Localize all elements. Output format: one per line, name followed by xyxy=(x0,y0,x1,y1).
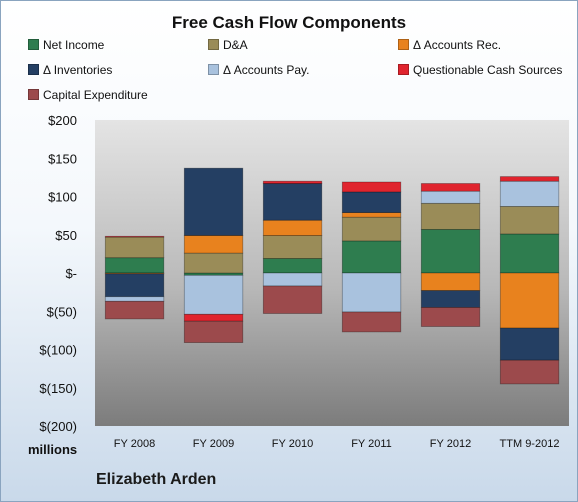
legend-label: Questionable Cash Sources xyxy=(413,63,563,77)
legend-swatch xyxy=(28,89,39,100)
legend-label: Δ Accounts Pay. xyxy=(223,63,310,77)
y-tick-label: $100 xyxy=(48,190,77,205)
bar-segment xyxy=(262,258,323,274)
company-label: Elizabeth Arden xyxy=(96,471,217,488)
legend-item: Questionable Cash Sources xyxy=(398,63,562,77)
legend-item: Δ Accounts Pay. xyxy=(208,63,310,77)
bar-segment xyxy=(420,183,481,192)
legend-label: Net Income xyxy=(43,38,105,52)
bar-segment xyxy=(341,212,402,218)
bar-segment xyxy=(262,183,323,221)
bar-segment xyxy=(183,313,244,322)
bar-segment xyxy=(341,216,402,242)
y-tick-label: $150 xyxy=(48,151,77,166)
bar-segment xyxy=(104,300,165,320)
y-tick-label: $- xyxy=(65,266,77,281)
legend-item: Net Income xyxy=(28,38,104,52)
plot-background xyxy=(95,120,569,426)
unit-label: millions xyxy=(28,442,78,457)
x-tick-label: FY 2012 xyxy=(430,438,471,450)
x-tick-label: FY 2010 xyxy=(272,438,313,450)
bar-segment xyxy=(499,176,560,182)
bar-segment xyxy=(104,273,165,298)
bar-segment xyxy=(341,181,402,193)
bar-segment xyxy=(104,236,165,259)
bar-segment xyxy=(499,233,560,274)
y-tick-label: $(100) xyxy=(39,343,77,358)
x-tick-label: FY 2008 xyxy=(114,438,155,450)
bar-segment xyxy=(341,311,402,333)
legend-swatch xyxy=(28,64,39,75)
bar-segment xyxy=(420,202,481,230)
bar-segment xyxy=(262,180,323,184)
bar-segment xyxy=(499,180,560,207)
legend-swatch xyxy=(398,39,409,50)
legend-swatch xyxy=(208,64,219,75)
legend-label: Δ Accounts Rec. xyxy=(413,38,502,52)
legend-item: D&A xyxy=(208,38,248,52)
y-tick-label: $(50) xyxy=(47,304,77,319)
bar-segment xyxy=(104,296,165,302)
bar-segment xyxy=(183,320,244,344)
bar-segment xyxy=(499,272,560,329)
legend-swatch xyxy=(208,39,219,50)
bar-segment xyxy=(262,219,323,236)
x-tick-label: TTM 9-2012 xyxy=(500,438,560,450)
legend-label: Δ Inventories xyxy=(43,63,113,77)
bar-segment xyxy=(341,272,402,313)
y-tick-label: $(200) xyxy=(39,419,77,434)
bar-segment xyxy=(104,257,165,274)
bar-segment xyxy=(499,359,560,385)
bar-segment xyxy=(341,240,402,274)
legend-label: Capital Expenditure xyxy=(43,88,148,102)
bar-segment xyxy=(420,290,481,308)
y-tick-label: $200 xyxy=(48,113,77,128)
legend-item: Δ Inventories xyxy=(28,63,112,77)
bar-segment xyxy=(420,228,481,274)
chart-legend: Net Income D&A Δ Accounts Rec. Δ Inventorie… xyxy=(0,0,578,110)
legend-label: D&A xyxy=(223,38,248,52)
bar-segment xyxy=(499,327,560,361)
x-tick-label: FY 2009 xyxy=(193,438,234,450)
x-tick-label: FY 2011 xyxy=(351,438,392,450)
bar-segment xyxy=(183,235,244,254)
bar-segment xyxy=(183,167,244,236)
bar-segment xyxy=(420,306,481,327)
bar-segment xyxy=(262,272,323,287)
bar-segment xyxy=(262,285,323,314)
bar-segment xyxy=(104,235,165,238)
bar-segment xyxy=(183,252,244,274)
bar-segment xyxy=(183,274,244,315)
bar-segment xyxy=(499,205,560,235)
y-tick-label: $(150) xyxy=(39,381,77,396)
legend-swatch xyxy=(398,64,409,75)
bar-segment xyxy=(262,235,323,259)
bar-segment xyxy=(420,190,481,204)
legend-swatch xyxy=(28,39,39,50)
legend-item: Capital Expenditure xyxy=(28,88,148,102)
bar-segment xyxy=(341,191,402,213)
y-tick-label: $50 xyxy=(55,228,77,243)
chart-title: Free Cash Flow Components xyxy=(171,13,407,32)
bar-segment xyxy=(420,272,481,292)
legend-item: Δ Accounts Rec. xyxy=(398,38,501,52)
